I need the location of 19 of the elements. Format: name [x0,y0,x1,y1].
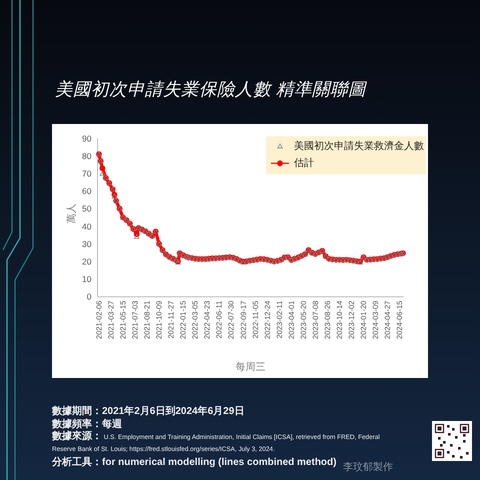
y-tick-label: 10 [82,274,92,284]
y-tick-label: 50 [82,204,92,214]
y-tick-label: 40 [82,221,92,232]
legend-label: 估計 [294,156,314,169]
text: 分析工具：for numerical modelling (lines combined method) [52,457,336,468]
y-tick-label: 70 [82,168,92,178]
x-axis-title: 每周三 [236,361,266,373]
y-tick-label: 0 [86,292,92,302]
text: 李玟郁製作 [343,462,393,473]
text: 數據頻率：每週 [52,419,122,430]
y-tick-label: 20 [82,256,92,266]
y-tick-label: 80 [82,150,92,161]
y-tick-label: 30 [82,238,92,249]
text: 數據期間：2021年2月6日到2024年6月29日 [52,406,244,417]
y-tick-label: 90 [82,133,92,144]
chart-title: 美國初次申請失業保險人數 精準關聯圖 [55,79,367,99]
y-axis-title: 萬人 [66,204,78,224]
legend-label: 美國初次申請失業救濟金人數 [294,140,424,152]
y-tick-label: 60 [82,186,92,196]
